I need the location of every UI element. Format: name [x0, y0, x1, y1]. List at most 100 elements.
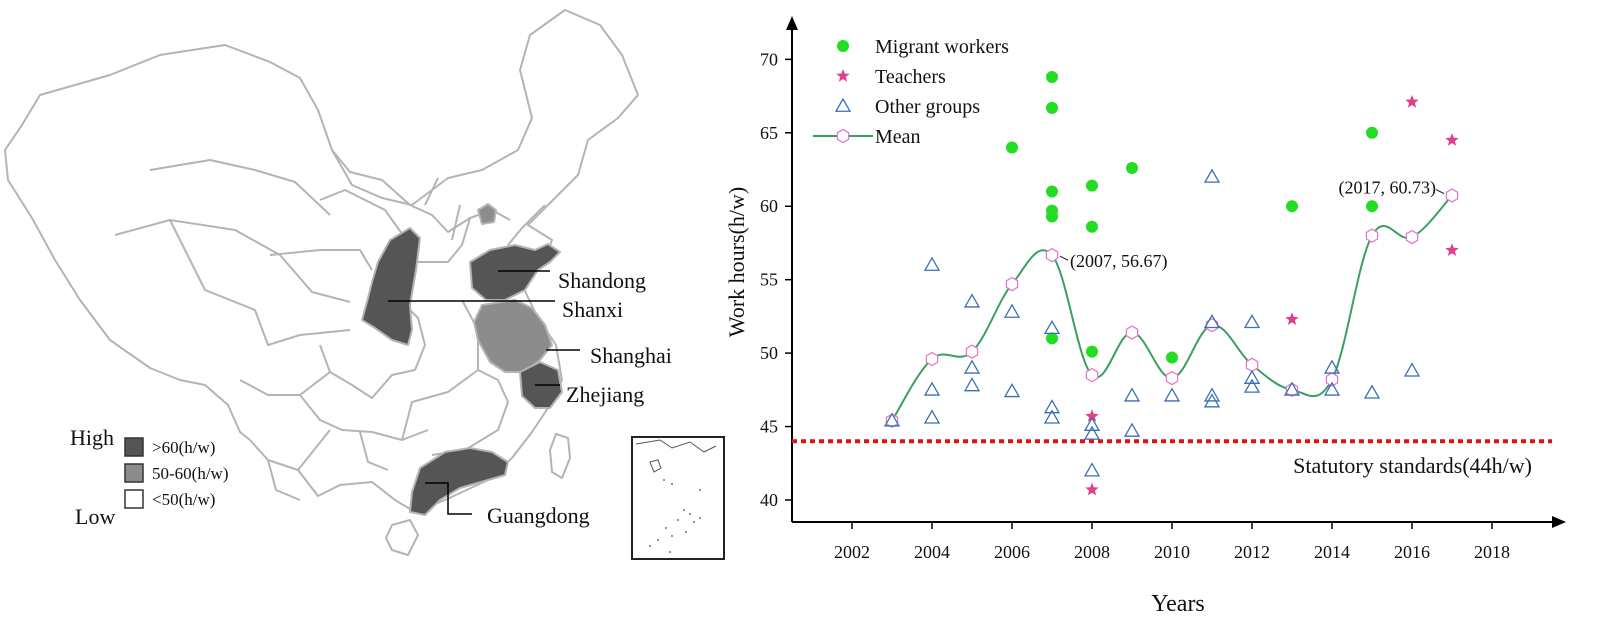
other-groups-point: [883, 412, 901, 427]
y-tick-label: 50: [760, 343, 778, 363]
legend-label: Teachers: [875, 66, 946, 88]
map-legend: High Low >60(h/w) 50-60(h/w) <50(h/w): [70, 425, 228, 529]
teachers-point: [1085, 409, 1099, 422]
migrant-workers-point: [1126, 162, 1138, 175]
annotation-label: (2007, 56.67): [1070, 251, 1168, 272]
legend-swatch-high: [124, 437, 144, 457]
x-tick-label: 2002: [834, 542, 870, 562]
other-groups-point: [1043, 399, 1061, 414]
other-groups-point: [1123, 422, 1141, 437]
china-map-panel: Shandong Shanxi Shanghai Zhejiang Guangd…: [4, 9, 725, 560]
other-groups-point: [1403, 362, 1421, 377]
mean-line: [891, 194, 1453, 422]
legend-label: Mean: [875, 126, 921, 148]
other-groups-point: [1203, 387, 1221, 402]
annotation-leader: [1435, 189, 1445, 194]
inset-frame: [631, 436, 725, 560]
x-axis-label: Years: [1151, 591, 1205, 617]
other-groups-point: [963, 293, 981, 308]
other-groups-point: [1043, 409, 1061, 424]
teachers-point: [1085, 482, 1099, 496]
x-tick-label: 2014: [1314, 542, 1350, 562]
mean-point: [1205, 317, 1219, 333]
legend-teachers-marker: [836, 69, 850, 82]
migrant-workers-point: [1046, 210, 1058, 223]
mean-point: [965, 344, 979, 359]
y-axis-label: Work hours(h/w): [724, 187, 749, 337]
mean-point: [1005, 276, 1019, 292]
y-tick-label: 40: [760, 490, 778, 510]
statutory-reference-label: Statutory standards(44h/w): [1293, 453, 1532, 478]
other-groups-point: [963, 359, 981, 374]
legend-migrant-workers-marker: [837, 40, 849, 52]
x-tick-label: 2016: [1394, 542, 1430, 562]
mean-point: [1405, 229, 1419, 245]
leader-lines: [388, 270, 580, 515]
migrant-workers-point: [1006, 141, 1018, 154]
migrant-workers-point: [1046, 332, 1058, 345]
x-tick-label: 2012: [1234, 542, 1270, 562]
x-tick-label: 2018: [1474, 542, 1510, 562]
province-label-zhejiang: Zhejiang: [566, 382, 644, 407]
teachers-point: [1405, 95, 1419, 108]
y-ticks: 40 45 50 55 60 65 70: [760, 49, 792, 510]
other-groups-point: [1083, 416, 1101, 431]
y-tick-label: 60: [760, 196, 778, 216]
x-tick-label: 2008: [1074, 542, 1110, 562]
legend-high-label: High: [70, 425, 114, 450]
other-groups-point: [1003, 382, 1021, 398]
other-groups-point: [1243, 369, 1261, 384]
mean-point: [1325, 372, 1339, 387]
legend-mean-marker: [836, 128, 850, 144]
province-shanxi: [361, 227, 421, 346]
mean-series: [885, 188, 1459, 428]
x-ticks: 2002 2004 2006 2008 2010 2012 2014 2016 2018: [834, 522, 1510, 562]
y-tick-label: 65: [760, 123, 778, 143]
other-groups-point: [1363, 384, 1381, 399]
province-guangdong: [409, 447, 509, 516]
province-label-guangdong: Guangdong: [487, 503, 590, 528]
inset-island: [649, 459, 662, 473]
other-groups-point: [1203, 168, 1221, 183]
y-tick-label: 70: [760, 49, 778, 69]
other-groups-point: [923, 256, 941, 271]
chart-legend: Migrant workers Teachers Other groups Mean: [813, 36, 1009, 148]
annotations: (2007, 56.67) (2017, 60.73): [1059, 178, 1445, 272]
migrant-workers-point: [1086, 220, 1098, 233]
x-tick-label: 2010: [1154, 542, 1190, 562]
migrant-workers-point: [1086, 179, 1098, 192]
leader-guangdong: [425, 482, 472, 515]
other-groups-point: [1323, 381, 1341, 396]
x-axis-arrow: [1552, 516, 1566, 528]
province-label-shanxi: Shanxi: [562, 297, 623, 322]
annotation-leader: [1059, 255, 1069, 261]
data-points: [883, 70, 1459, 496]
mean-point: [1125, 325, 1139, 340]
other-groups-point: [1083, 462, 1101, 477]
other-groups-point: [923, 381, 941, 396]
legend-swatch-mid: [124, 463, 144, 483]
legend-label-high: >60(h/w): [152, 438, 215, 457]
other-groups-point: [1243, 378, 1261, 393]
teachers-point: [1445, 243, 1459, 256]
other-groups-point: [1003, 303, 1021, 318]
other-groups-point: [1203, 313, 1221, 329]
legend-label-mid: 50-60(h/w): [152, 464, 228, 483]
legend-label: Other groups: [875, 96, 980, 118]
province-shandong: [469, 243, 561, 301]
migrant-workers-point: [1046, 101, 1058, 114]
migrant-workers-point: [1286, 200, 1298, 213]
mean-point: [1045, 247, 1059, 263]
other-groups-point: [1203, 393, 1221, 408]
mean-point: [1085, 367, 1099, 383]
mean-point: [1165, 370, 1179, 386]
other-groups-point: [1083, 425, 1101, 440]
highlighted-provinces: [361, 203, 563, 516]
mean-point: [1445, 188, 1459, 203]
other-groups-point: [963, 377, 981, 392]
teachers-point: [1285, 312, 1299, 325]
south-china-sea-inset: [631, 436, 725, 560]
province-beijing-tianjin: [477, 203, 497, 225]
province-borders: [114, 149, 546, 501]
migrant-workers-point: [1366, 200, 1378, 213]
